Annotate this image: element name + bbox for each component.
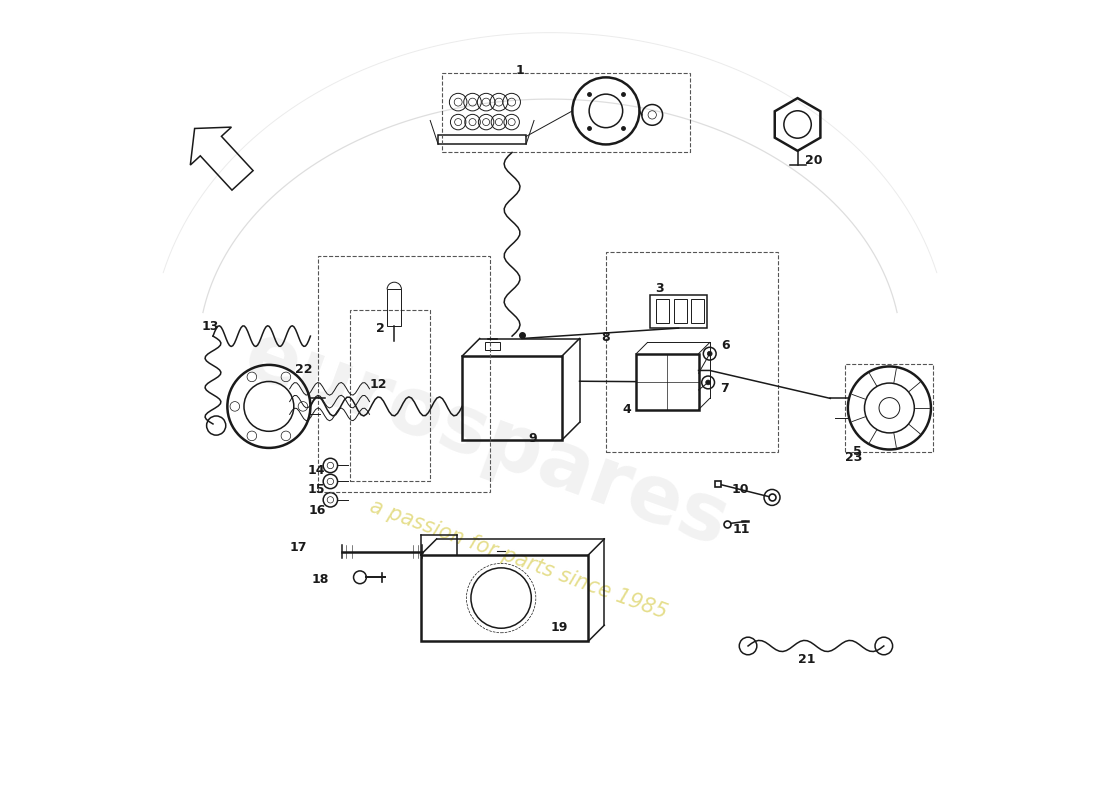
Text: 16: 16 bbox=[308, 504, 326, 517]
Text: 22: 22 bbox=[295, 363, 312, 376]
Text: 15: 15 bbox=[308, 483, 326, 496]
Text: 13: 13 bbox=[202, 320, 219, 333]
Text: 7: 7 bbox=[719, 382, 728, 395]
Bar bbox=[636, 354, 698, 410]
Text: 8: 8 bbox=[602, 331, 610, 344]
Bar bbox=[350, 310, 430, 482]
Bar bbox=[420, 555, 588, 641]
Text: 23: 23 bbox=[845, 451, 862, 464]
Text: 9: 9 bbox=[528, 432, 537, 445]
Text: 14: 14 bbox=[308, 464, 326, 477]
Bar bbox=[674, 299, 686, 323]
Bar bbox=[846, 364, 933, 452]
Text: 18: 18 bbox=[311, 573, 329, 586]
Bar bbox=[318, 256, 491, 492]
Text: 17: 17 bbox=[289, 542, 307, 554]
Bar bbox=[650, 294, 707, 328]
Text: 6: 6 bbox=[722, 339, 730, 352]
Text: 11: 11 bbox=[733, 523, 750, 536]
Text: a passion for parts since 1985: a passion for parts since 1985 bbox=[366, 497, 670, 623]
Bar bbox=[606, 252, 778, 452]
Circle shape bbox=[707, 351, 712, 356]
Text: 20: 20 bbox=[805, 154, 823, 167]
Bar bbox=[442, 73, 690, 153]
Text: 21: 21 bbox=[799, 653, 816, 666]
Text: 4: 4 bbox=[623, 403, 631, 416]
Bar bbox=[462, 356, 562, 440]
Text: 3: 3 bbox=[656, 282, 663, 294]
Text: 2: 2 bbox=[376, 322, 385, 334]
Text: 12: 12 bbox=[370, 378, 387, 390]
Bar bbox=[657, 299, 669, 323]
Circle shape bbox=[706, 380, 711, 385]
Bar bbox=[692, 299, 704, 323]
Text: eurospares: eurospares bbox=[233, 316, 739, 564]
Text: 5: 5 bbox=[854, 446, 861, 458]
Text: 1: 1 bbox=[515, 65, 524, 78]
Text: 10: 10 bbox=[732, 483, 749, 496]
Text: 19: 19 bbox=[551, 621, 569, 634]
